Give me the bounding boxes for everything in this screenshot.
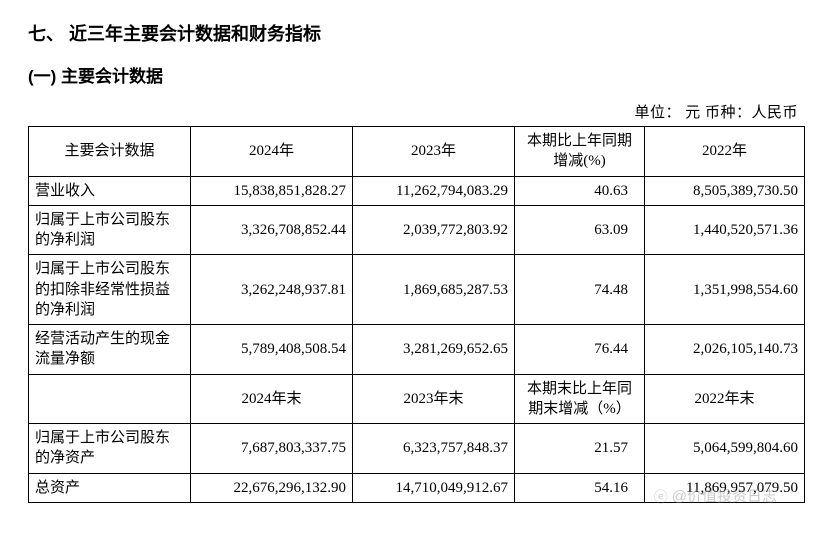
- cell: 3,281,269,652.65: [353, 325, 515, 375]
- table-subheader-row: 2024年末 2023年末 本期末比上年同期末增减（%） 2022年末: [29, 374, 805, 424]
- col-header-pct: 本期比上年同期增减(%): [515, 127, 645, 177]
- col-header-2024: 2024年: [191, 127, 353, 177]
- cell: 3,326,708,852.44: [191, 205, 353, 255]
- cell: 76.44: [515, 325, 645, 375]
- cell: 22,676,296,132.90: [191, 473, 353, 502]
- row-label: 总资产: [29, 473, 191, 502]
- cell: 15,838,851,828.27: [191, 176, 353, 205]
- row-label: 归属于上市公司股东的扣除非经常性损益的净利润: [29, 255, 191, 325]
- financial-data-table: 主要会计数据 2024年 2023年 本期比上年同期增减(%) 2022年 营业…: [28, 126, 805, 503]
- section-heading: 七、 近三年主要会计数据和财务指标: [28, 20, 804, 46]
- cell: 6,323,757,848.37: [353, 424, 515, 474]
- row-label: 归属于上市公司股东的净资产: [29, 424, 191, 474]
- table-row: 归属于上市公司股东的扣除非经常性损益的净利润 3,262,248,937.81 …: [29, 255, 805, 325]
- document-page: 七、 近三年主要会计数据和财务指标 (一) 主要会计数据 单位： 元 币种：人民…: [0, 0, 832, 523]
- col-header-label: [29, 374, 191, 424]
- table-row: 归属于上市公司股东的净利润 3,326,708,852.44 2,039,772…: [29, 205, 805, 255]
- cell: 7,687,803,337.75: [191, 424, 353, 474]
- table-row: 归属于上市公司股东的净资产 7,687,803,337.75 6,323,757…: [29, 424, 805, 474]
- row-label: 归属于上市公司股东的净利润: [29, 205, 191, 255]
- cell: 2,026,105,140.73: [645, 325, 805, 375]
- cell: 63.09: [515, 205, 645, 255]
- cell: 1,440,520,571.36: [645, 205, 805, 255]
- col-header-2022: 2022年末: [645, 374, 805, 424]
- cell: 40.63: [515, 176, 645, 205]
- col-header-2023: 2023年: [353, 127, 515, 177]
- table-header-row: 主要会计数据 2024年 2023年 本期比上年同期增减(%) 2022年: [29, 127, 805, 177]
- cell: 8,505,389,730.50: [645, 176, 805, 205]
- cell: 5,064,599,804.60: [645, 424, 805, 474]
- cell: 11,869,957,079.50: [645, 473, 805, 502]
- cell: 3,262,248,937.81: [191, 255, 353, 325]
- cell: 1,869,685,287.53: [353, 255, 515, 325]
- col-header-2023: 2023年末: [353, 374, 515, 424]
- col-header-2024: 2024年末: [191, 374, 353, 424]
- cell: 74.48: [515, 255, 645, 325]
- table-row: 经营活动产生的现金流量净额 5,789,408,508.54 3,281,269…: [29, 325, 805, 375]
- row-label: 营业收入: [29, 176, 191, 205]
- row-label: 经营活动产生的现金流量净额: [29, 325, 191, 375]
- col-header-label: 主要会计数据: [29, 127, 191, 177]
- unit-currency-line: 单位： 元 币种：人民币: [28, 101, 804, 122]
- cell: 1,351,998,554.60: [645, 255, 805, 325]
- cell: 14,710,049,912.67: [353, 473, 515, 502]
- table-row: 总资产 22,676,296,132.90 14,710,049,912.67 …: [29, 473, 805, 502]
- cell: 54.16: [515, 473, 645, 502]
- col-header-2022: 2022年: [645, 127, 805, 177]
- cell: 5,789,408,508.54: [191, 325, 353, 375]
- cell: 11,262,794,083.29: [353, 176, 515, 205]
- cell: 21.57: [515, 424, 645, 474]
- subsection-heading: (一) 主要会计数据: [28, 62, 804, 87]
- col-header-pct: 本期末比上年同期末增减（%）: [515, 374, 645, 424]
- cell: 2,039,772,803.92: [353, 205, 515, 255]
- table-row: 营业收入 15,838,851,828.27 11,262,794,083.29…: [29, 176, 805, 205]
